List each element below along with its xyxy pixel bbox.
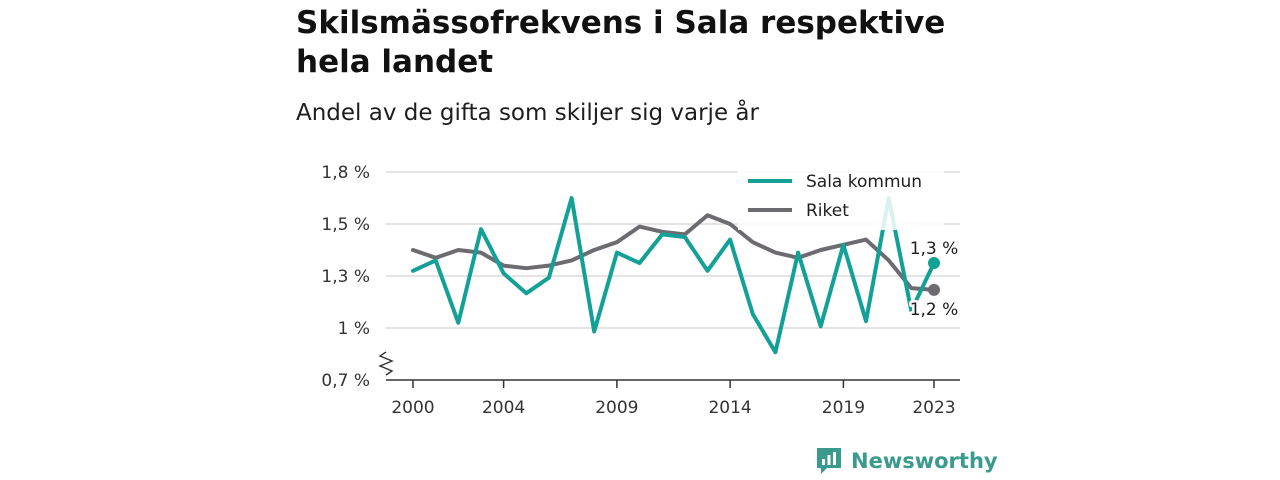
x-tick-label: 2004 (482, 398, 525, 418)
axis-break-icon (378, 351, 394, 376)
brand-name: Newsworthy (851, 449, 998, 473)
legend-background (738, 164, 944, 230)
x-tick-label: 2009 (595, 398, 638, 418)
legend-label: Sala kommun (806, 172, 922, 192)
brand-logo: Newsworthy (815, 446, 998, 476)
y-tick-label: 0,7 % (321, 371, 370, 391)
y-axis: 0,7 % 1 % 1,3 % 1,5 % 1,8 % (321, 163, 394, 391)
x-tick-label: 2019 (822, 398, 865, 418)
legend-label: Riket (806, 201, 849, 221)
end-labels: 1,3 % 1,2 % (907, 237, 961, 323)
end-label-sala: 1,3 % (910, 239, 959, 259)
series-line-sala (411, 196, 936, 355)
x-axis: 2000 2004 2009 2014 2019 2023 (386, 379, 960, 418)
y-tick-label: 1 % (338, 319, 370, 339)
chart-title: Skilsmässofrekvens i Sala respektive hel… (296, 5, 946, 80)
chart-subtitle: Andel av de gifta som skiljer sig varje … (296, 100, 759, 126)
bar-chart-speech-bubble-icon (817, 448, 841, 474)
y-tick-label: 1,3 % (321, 267, 370, 287)
x-tick-label: 2023 (912, 398, 955, 418)
y-tick-label: 1,5 % (321, 215, 370, 235)
series-end-point (928, 257, 940, 269)
legend: Sala kommun Riket (738, 164, 944, 230)
end-label-riket: 1,2 % (910, 300, 959, 320)
series-end-point (928, 283, 940, 296)
x-tick-label: 2014 (708, 398, 751, 418)
y-tick-label: 1,8 % (321, 163, 370, 183)
series-lines (411, 196, 940, 355)
x-tick-label: 2000 (391, 398, 434, 418)
